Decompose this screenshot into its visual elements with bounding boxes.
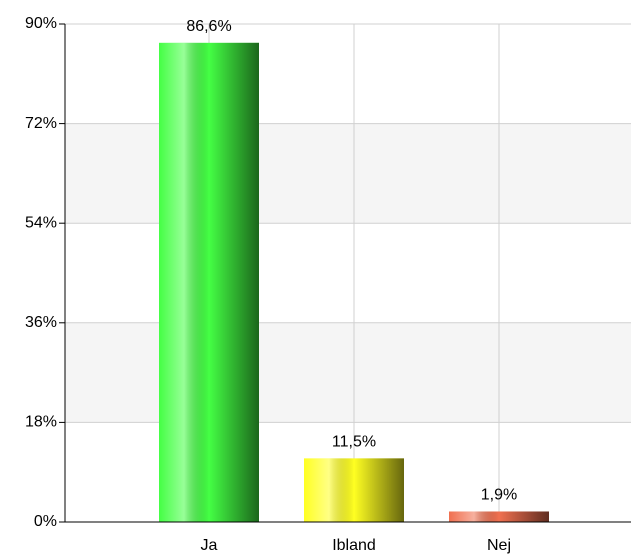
y-tick-label: 54% bbox=[25, 214, 57, 231]
bars: 86,6% 11,5% 1,9% bbox=[159, 18, 549, 523]
y-tick-label: 72% bbox=[25, 115, 57, 132]
plot-bands bbox=[65, 123, 631, 423]
value-label: 1,9% bbox=[481, 487, 517, 504]
x-tick-label: Nej bbox=[487, 537, 511, 554]
y-tick-label: 90% bbox=[25, 15, 57, 32]
plot-band bbox=[65, 123, 631, 224]
value-label: 86,6% bbox=[186, 18, 231, 35]
value-label: 11,5% bbox=[332, 434, 376, 451]
y-tick-label: 0% bbox=[34, 513, 57, 530]
y-tick-label: 18% bbox=[25, 414, 57, 431]
bar-shade bbox=[449, 511, 549, 522]
plot-band bbox=[65, 322, 631, 423]
bar-shade bbox=[304, 458, 404, 522]
bar-shade bbox=[159, 42, 259, 523]
y-tick-label: 36% bbox=[25, 314, 57, 331]
x-tick-label: Ja bbox=[201, 537, 218, 554]
x-tick-label: Ibland bbox=[332, 537, 376, 554]
